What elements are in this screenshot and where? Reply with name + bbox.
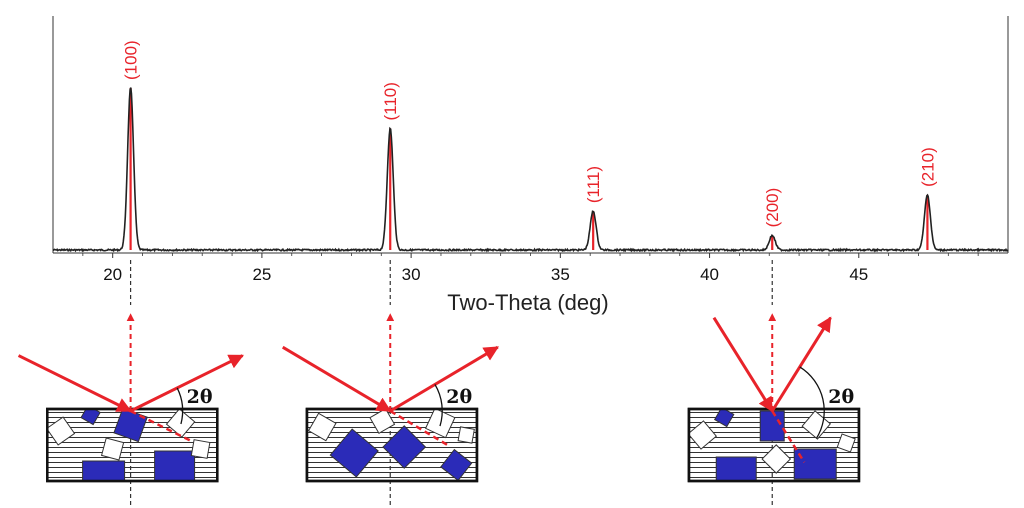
x-tick-label: 25 <box>252 265 271 284</box>
random-grain <box>47 416 76 446</box>
diffraction-diagrams: 2θ 2θ 2θ <box>17 313 861 483</box>
two-theta-label: 2θ <box>187 386 213 408</box>
oriented-grain <box>440 448 473 481</box>
oriented-grain <box>154 450 196 481</box>
diffraction-diagram: 2θ <box>687 313 861 483</box>
random-grain <box>100 437 125 461</box>
angle-arc <box>176 387 184 425</box>
diffracted-beam <box>129 354 244 413</box>
random-grain <box>761 444 792 474</box>
peak-label: (200) <box>763 188 782 228</box>
incident-beam <box>17 354 132 413</box>
random-grain <box>190 439 211 459</box>
peak-label: (210) <box>918 147 937 187</box>
extended-beam <box>771 410 806 463</box>
grains <box>47 409 211 481</box>
oriented-grain <box>759 410 785 442</box>
grains <box>307 409 475 481</box>
x-tick-labels: 20 25 30 35 40 45 <box>103 265 868 284</box>
grains <box>688 409 856 481</box>
diffraction-diagram: 2θ <box>281 313 500 483</box>
diffraction-pattern <box>52 87 1009 253</box>
angle-arc <box>799 366 825 439</box>
plot-area: 20 25 30 35 40 45 Two-Theta (deg) (100)(110)(… <box>52 16 1009 315</box>
oriented-grain <box>793 448 837 480</box>
oriented-grain <box>329 428 379 478</box>
x-tick-label: 20 <box>103 265 122 284</box>
peak-label: (111) <box>584 166 603 203</box>
two-theta-label: 2θ <box>446 386 472 408</box>
x-axis-title: Two-Theta (deg) <box>447 290 608 315</box>
diffracted-beam <box>770 316 832 412</box>
random-grain <box>369 409 396 434</box>
x-tick-label: 45 <box>849 265 868 284</box>
peak-label: (110) <box>381 82 400 120</box>
x-ticks <box>82 253 979 258</box>
diffraction-diagram: 2θ <box>17 313 244 483</box>
x-tick-label: 30 <box>402 265 421 284</box>
incident-beam <box>281 345 392 413</box>
x-tick-label: 40 <box>700 265 719 284</box>
random-grain <box>457 426 475 444</box>
angle-arc <box>434 384 443 427</box>
incident-beam <box>712 316 774 413</box>
extended-beam <box>389 409 450 448</box>
peak-labels: (100) (110) (111) (200) (210) <box>122 40 938 227</box>
oriented-grain <box>382 425 427 469</box>
random-grain <box>836 433 856 453</box>
random-grain <box>307 412 337 442</box>
diffracted-beam <box>389 345 500 413</box>
extended-beam <box>130 409 193 443</box>
peak-label: (100) <box>122 40 141 80</box>
two-theta-label: 2θ <box>828 386 854 408</box>
random-grain <box>688 420 718 450</box>
oriented-grain <box>713 409 735 428</box>
oriented-grain <box>715 456 757 481</box>
x-tick-label: 35 <box>551 265 570 284</box>
oriented-grain <box>82 460 126 481</box>
peak-markers <box>129 88 929 250</box>
